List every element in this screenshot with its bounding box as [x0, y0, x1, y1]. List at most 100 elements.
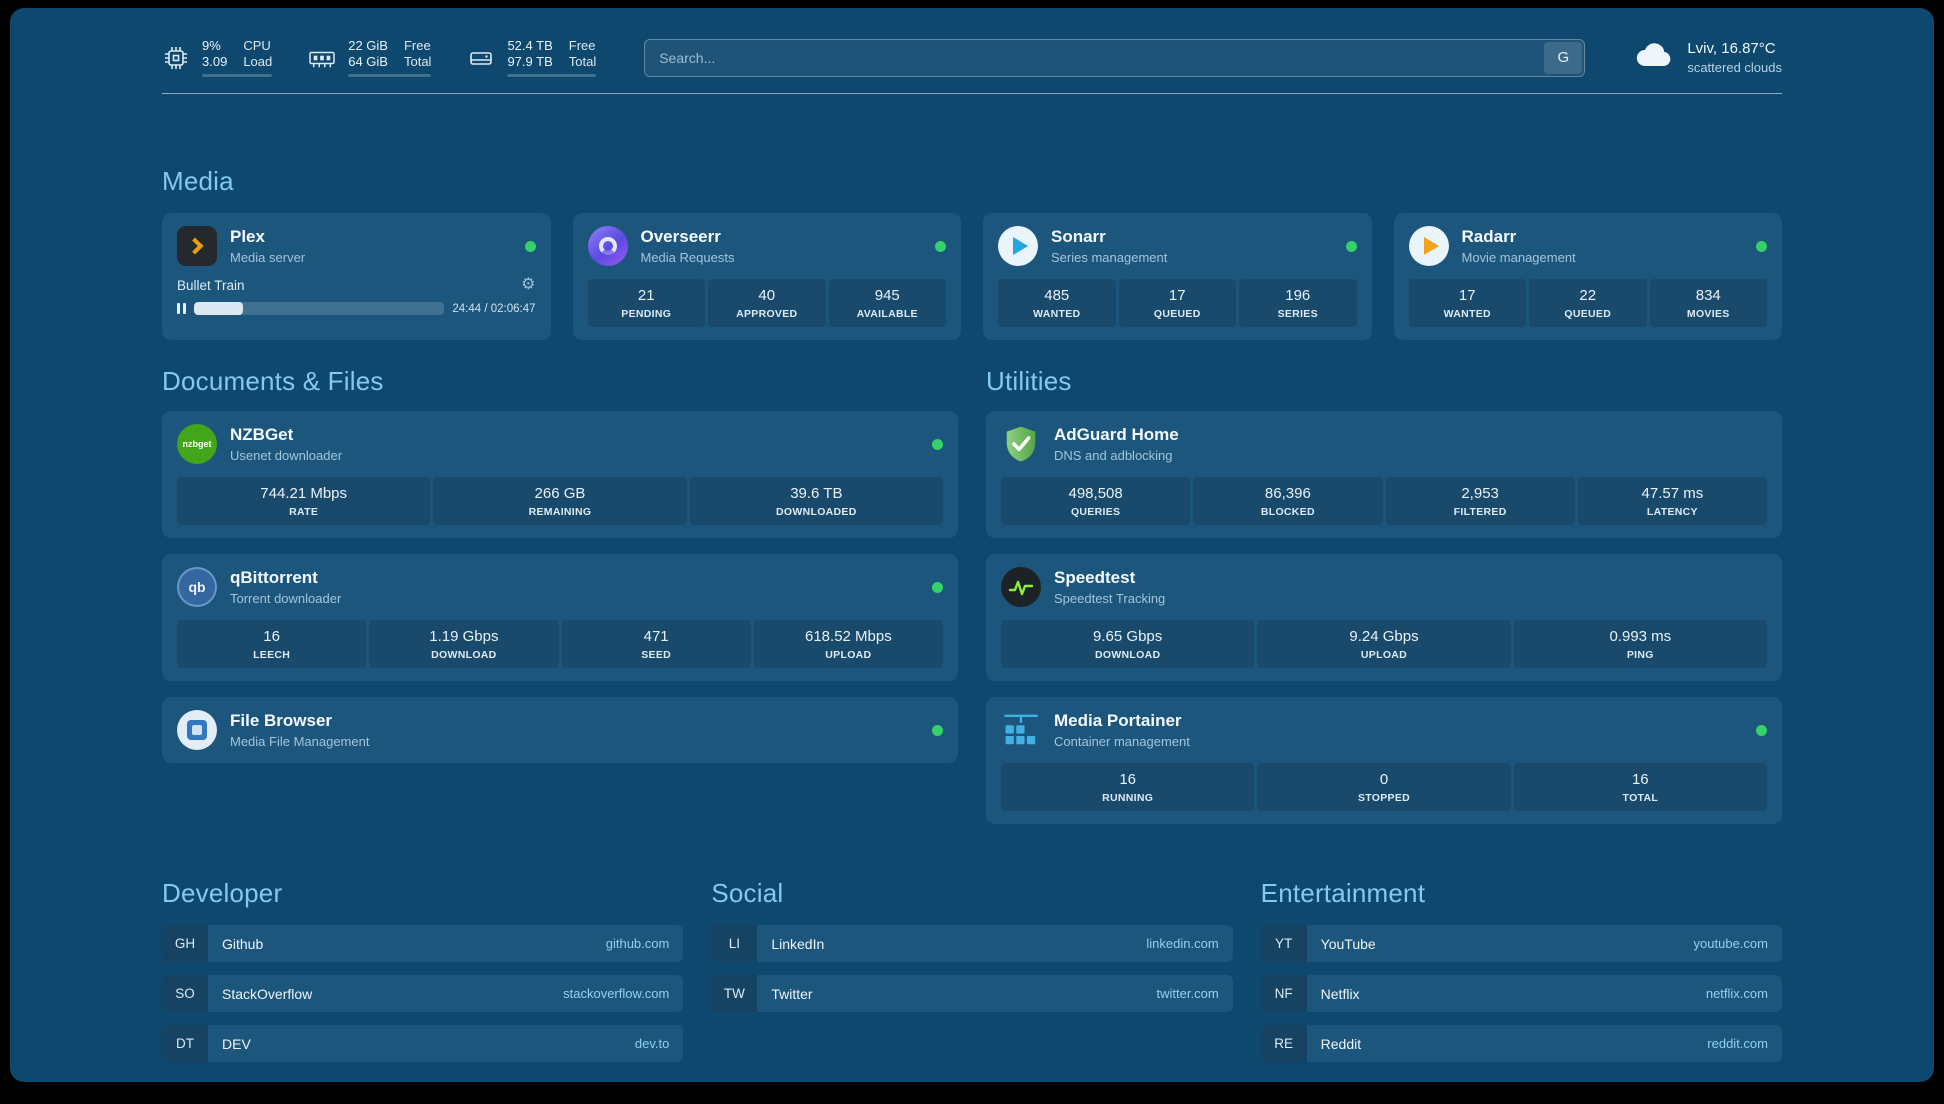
section-title-entertainment: Entertainment	[1260, 878, 1426, 908]
bookmark-group-social: Social LI LinkedIn linkedin.com TW Twitt…	[711, 878, 1233, 1075]
dashboard-content: 9% CPU 3.09 Load	[162, 8, 1782, 1075]
bookmark-group-developer: Developer GH Github github.com SO StackO…	[162, 878, 684, 1075]
bookmark-name: DEV	[222, 1035, 251, 1052]
bookmark-netflix[interactable]: NF Netflix netflix.com	[1260, 975, 1782, 1012]
bookmark-linkedin[interactable]: LI LinkedIn linkedin.com	[711, 925, 1233, 962]
gear-icon[interactable]	[521, 277, 535, 293]
status-dot	[935, 240, 946, 252]
disk-free-label: Free	[568, 38, 596, 53]
bookmark-stackoverflow[interactable]: SO StackOverflow stackoverflow.com	[162, 975, 684, 1012]
service-desc: Series management	[1051, 250, 1168, 265]
bookmark-name: Reddit	[1320, 1035, 1362, 1052]
status-dot	[932, 724, 943, 736]
service-name: qBittorrent	[230, 568, 318, 587]
stat-block: 17 QUEUED	[1118, 279, 1236, 327]
weather-location: Lviv, 16.87°C	[1687, 40, 1776, 57]
bookmark-abbr: DT	[162, 1025, 208, 1062]
disk-total-label: Total	[568, 54, 597, 69]
bookmark-name: YouTube	[1320, 935, 1376, 952]
top-bar: 9% CPU 3.09 Load	[162, 38, 1782, 77]
service-name: Media Portainer	[1054, 711, 1182, 730]
stat-block: 471 SEED	[561, 620, 751, 668]
section-title-developer: Developer	[162, 878, 283, 908]
dashboard: 9% CPU 3.09 Load	[10, 8, 1934, 1082]
service-card-radarr[interactable]: Radarr Movie management 17 WANTED 22 QUE…	[1393, 213, 1782, 340]
status-dot	[1756, 240, 1767, 252]
stat-block: 618.52 Mbps UPLOAD	[753, 620, 943, 668]
bookmark-name: Netflix	[1320, 985, 1360, 1002]
service-card-overseerr[interactable]: Overseerr Media Requests 21 PENDING 40 A…	[572, 213, 961, 340]
search-bar: G	[644, 38, 1586, 77]
bookmark-url: stackoverflow.com	[563, 986, 670, 1001]
service-card-adguard[interactable]: AdGuard Home DNS and adblocking 498,508 …	[986, 411, 1782, 538]
service-name: Plex	[230, 227, 265, 246]
documents-column: Documents & Files nzbget NZBGet Usenet d…	[162, 366, 958, 763]
bookmark-github[interactable]: GH Github github.com	[162, 925, 684, 962]
stat-block: 9.24 Gbps UPLOAD	[1257, 620, 1511, 668]
progress-bar[interactable]	[194, 302, 445, 315]
search-input[interactable]	[644, 38, 1586, 77]
bookmark-dev[interactable]: DT DEV dev.to	[162, 1025, 684, 1062]
service-card-nzbget[interactable]: nzbget NZBGet Usenet downloader 744.21 M…	[162, 411, 958, 538]
disk-usage-bar	[507, 74, 597, 77]
bookmark-abbr: LI	[711, 925, 758, 962]
section-title-utilities: Utilities	[986, 366, 1072, 396]
adguard-icon	[1001, 424, 1041, 464]
service-desc: Media File Management	[230, 734, 370, 749]
memory-widget: 22 GiB Free 64 GiB Total	[308, 38, 432, 77]
bookmark-url: reddit.com	[1707, 1036, 1768, 1051]
bookmark-youtube[interactable]: YT YouTube youtube.com	[1260, 925, 1782, 962]
pause-button[interactable]	[177, 303, 186, 314]
qbittorrent-icon: qb	[177, 567, 217, 607]
stat-block: 40 APPROVED	[708, 279, 826, 327]
status-dot	[932, 438, 943, 450]
bookmark-abbr: NF	[1260, 975, 1307, 1012]
stat-block: 86,396 BLOCKED	[1193, 477, 1383, 525]
service-name: Speedtest	[1054, 568, 1136, 587]
nzbget-icon: nzbget	[177, 424, 217, 464]
sonarr-icon	[998, 226, 1038, 266]
service-card-portainer[interactable]: Media Portainer Container management 16 …	[986, 697, 1782, 824]
weather-widget: Lviv, 16.87°C scattered clouds	[1633, 40, 1782, 76]
cpu-usage-value: 9%	[202, 38, 221, 53]
service-card-sonarr[interactable]: Sonarr Series management 485 WANTED 17 Q…	[983, 213, 1372, 340]
section-title-documents: Documents & Files	[162, 366, 384, 396]
bookmark-twitter[interactable]: TW Twitter twitter.com	[711, 975, 1233, 1012]
media-grid: Plex Media server Bullet Train 24:44 / 0…	[162, 213, 1782, 340]
bookmark-name: StackOverflow	[222, 985, 313, 1002]
service-card-plex[interactable]: Plex Media server Bullet Train 24:44 / 0…	[162, 213, 551, 340]
service-desc: Speedtest Tracking	[1054, 591, 1166, 606]
bookmark-url: youtube.com	[1693, 936, 1768, 951]
overseerr-icon	[587, 226, 628, 266]
service-name: Overseerr	[640, 227, 721, 246]
plex-icon	[177, 226, 217, 266]
service-desc: Container management	[1054, 734, 1190, 749]
cpu-usage-bar	[202, 74, 273, 77]
service-card-speedtest[interactable]: Speedtest Speedtest Tracking 9.65 Gbps D…	[986, 554, 1782, 681]
bookmark-reddit[interactable]: RE Reddit reddit.com	[1260, 1025, 1782, 1062]
bookmark-group-entertainment: Entertainment YT YouTube youtube.com NF …	[1260, 878, 1782, 1075]
service-card-filebrowser[interactable]: File Browser Media File Management	[162, 697, 958, 763]
service-card-qbittorrent[interactable]: qb qBittorrent Torrent downloader 16 LEE…	[162, 554, 958, 681]
status-dot	[1756, 724, 1767, 736]
service-name: Sonarr	[1051, 227, 1106, 246]
stat-block: 834 MOVIES	[1649, 279, 1767, 327]
section-title-social: Social	[711, 878, 784, 908]
cloud-icon	[1633, 40, 1675, 76]
stat-block: 196 SERIES	[1239, 279, 1357, 327]
progress-fill	[194, 302, 243, 315]
cpu-load-value: 3.09	[202, 54, 228, 69]
stat-block: 39.6 TB DOWNLOADED	[689, 477, 943, 525]
speedtest-icon	[1001, 567, 1041, 607]
search-provider-button[interactable]: G	[1544, 41, 1583, 74]
filebrowser-icon	[177, 710, 217, 750]
status-dot	[932, 581, 943, 593]
memory-usage-bar	[348, 74, 432, 77]
bookmark-url: github.com	[605, 936, 670, 951]
memory-free-value: 22 GiB	[348, 38, 388, 53]
cpu-icon	[162, 44, 190, 72]
stat-block: 17 WANTED	[1408, 279, 1526, 327]
memory-icon	[308, 44, 336, 72]
service-desc: Movie management	[1461, 250, 1576, 265]
bookmark-url: dev.to	[634, 1036, 670, 1051]
